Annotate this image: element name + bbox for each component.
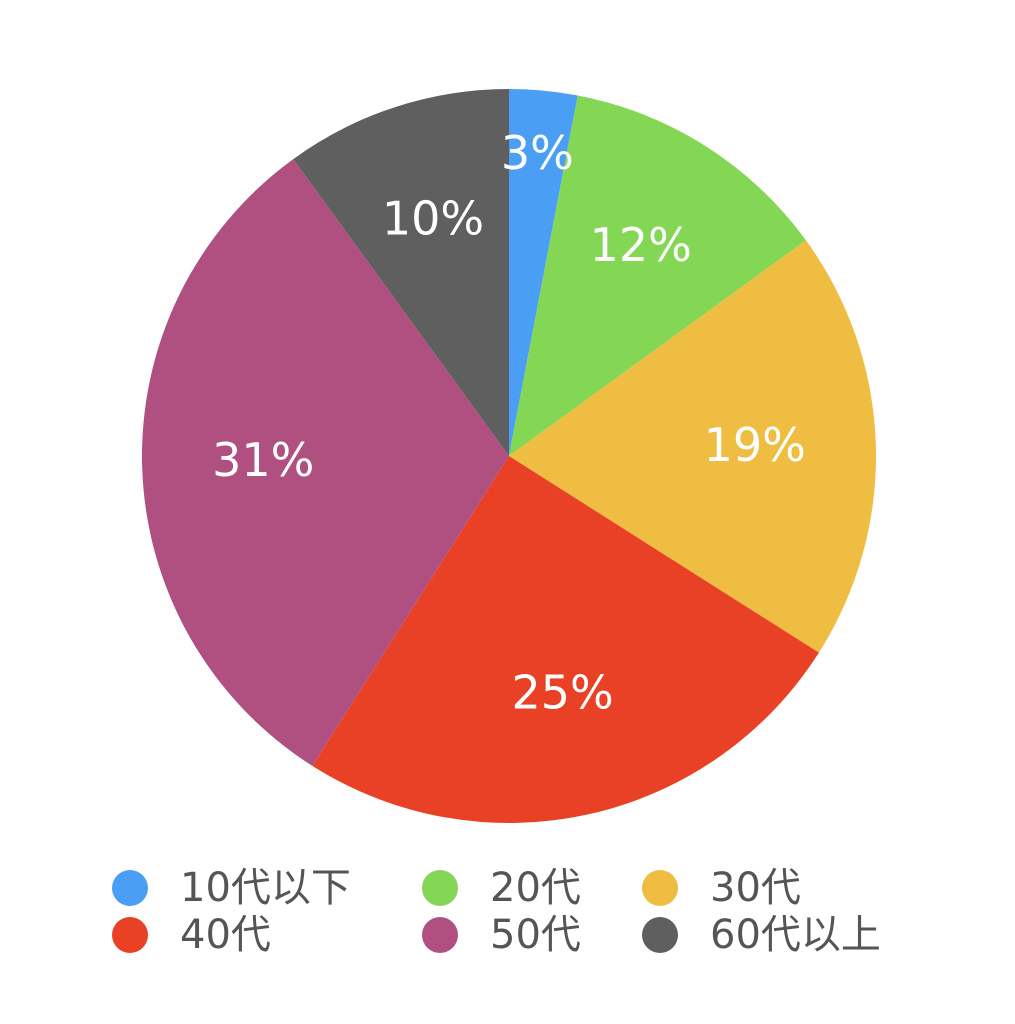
legend-text: 40代 bbox=[180, 912, 271, 958]
pie-slice bbox=[509, 95, 806, 456]
slice-label: 12% bbox=[590, 218, 692, 272]
legend-marker bbox=[422, 870, 458, 906]
legend-marker bbox=[642, 917, 678, 953]
legend-text: 10代以下 bbox=[180, 865, 351, 911]
legend-text: 30代 bbox=[710, 865, 801, 911]
slice-label: 19% bbox=[704, 418, 806, 472]
pie-slice bbox=[312, 456, 819, 823]
legend-text: 20代 bbox=[490, 865, 581, 911]
slice-label: 10% bbox=[382, 192, 484, 246]
legend-marker bbox=[112, 870, 148, 906]
pie-slice bbox=[141, 159, 509, 766]
legend-marker bbox=[112, 917, 148, 953]
legend-marker bbox=[642, 870, 678, 906]
pie-slice bbox=[509, 240, 876, 653]
pie-slice bbox=[293, 89, 509, 456]
legend-marker bbox=[422, 917, 458, 953]
slice-label: 31% bbox=[212, 433, 314, 487]
slice-label: 3% bbox=[501, 126, 574, 180]
legend-text: 60代以上 bbox=[710, 912, 881, 958]
pie-slice bbox=[509, 89, 578, 456]
slice-label: 25% bbox=[512, 665, 614, 719]
legend-text: 50代 bbox=[490, 912, 581, 958]
